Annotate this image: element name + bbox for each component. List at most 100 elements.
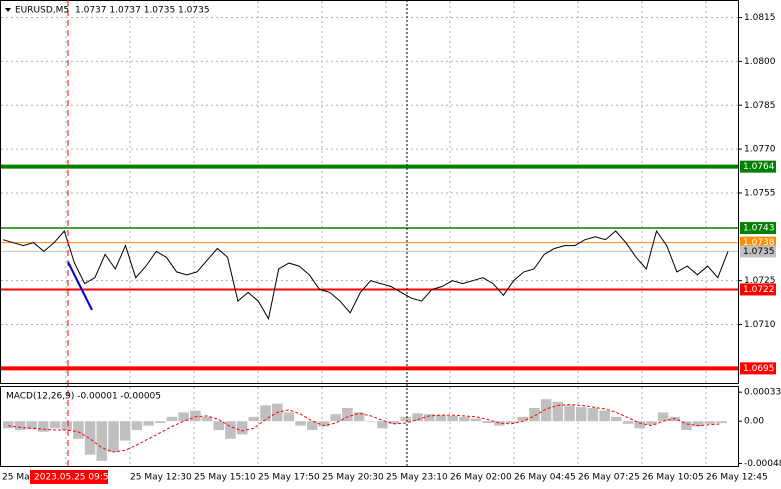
macd-bar (388, 421, 400, 424)
macd-bar (49, 421, 61, 429)
level-label-box (740, 283, 776, 296)
macd-bar (365, 421, 377, 422)
macd-bar (400, 416, 412, 422)
level-label-box (740, 160, 776, 173)
macd-bar (447, 415, 458, 422)
macd-signal (8, 403, 722, 453)
macd-bar (307, 421, 318, 431)
x-tick-label: 26 May 07:25 (578, 473, 640, 483)
macd-bar (646, 421, 657, 425)
macd-bar (435, 415, 447, 422)
macd-bar (225, 421, 236, 439)
trend-line (67, 261, 93, 311)
level-label: 1.0735 (743, 247, 775, 257)
y-tick-label: 1.0815 (744, 13, 776, 23)
macd-bar (681, 421, 692, 431)
macd-bar (611, 416, 622, 422)
macd-bar (517, 416, 529, 422)
macd-y-tick-label: 0.00 (744, 417, 764, 427)
macd-bar (143, 421, 154, 426)
level-label-box (740, 222, 776, 235)
x-tick-label: 25 May 23:10 (386, 473, 448, 483)
macd-bar (459, 416, 470, 422)
x-tick-label: 25 Ma (2, 473, 30, 483)
macd-bar (494, 421, 505, 426)
macd-y-tick-label: 0.00033 (744, 388, 781, 398)
macd-bar (155, 421, 166, 423)
x-highlight-label: 2023.05.25 09:55 (34, 473, 114, 483)
x-tick-label: 25 May 17:50 (258, 473, 320, 483)
level-label: 1.0764 (743, 162, 775, 172)
macd-bar (575, 407, 587, 422)
macd-bar (330, 414, 341, 422)
macd-bar (96, 421, 108, 461)
chart-subtitle: 1.0737 1.0737 1.0735 1.0735 (75, 6, 210, 16)
x-tick-label: 26 May 12:45 (706, 473, 768, 483)
macd-bar (213, 421, 225, 431)
x-tick-label: 25 May 20:30 (322, 473, 384, 483)
macd-bar (73, 421, 84, 439)
macd-bar (318, 421, 330, 427)
macd-bar (236, 421, 248, 435)
macd-bar (131, 421, 143, 431)
macd-bar (587, 408, 599, 422)
level-label: 1.0695 (743, 364, 775, 374)
macd-bar (26, 421, 37, 430)
macd-bar (3, 421, 14, 429)
macd-bar (61, 421, 72, 431)
level-label: 1.0722 (743, 285, 775, 295)
macd-bar (657, 412, 669, 422)
macd-bar (260, 405, 271, 422)
macd-bar (84, 421, 96, 455)
macd-title: MACD(12,26,9) -0.00001 -0.00005 (6, 392, 161, 402)
macd-y-tick-label: -0.00048 (744, 459, 781, 469)
labels: 25 Ma 25 May 12:30 25 May 15:10 25 May 17:5… (2, 13, 781, 484)
macd-bar (119, 421, 131, 441)
level-label: 1.0738 (743, 238, 775, 248)
macd-bar (505, 421, 517, 423)
y-tick-label: 1.0725 (744, 276, 776, 286)
macd-bar (166, 416, 178, 422)
x-tick-label: 26 May 02:00 (450, 473, 512, 483)
macd-bar (377, 421, 388, 429)
x-highlight-box (30, 470, 108, 484)
macd-bar (622, 421, 634, 424)
x-tick-label: 25 May 15:10 (194, 473, 256, 483)
macd-bar (178, 412, 189, 422)
macd-bar (412, 413, 423, 422)
price-panel (0, 0, 739, 384)
macd-bar (564, 405, 575, 422)
macd-bar (540, 399, 552, 422)
y-tick-label: 1.0755 (744, 188, 776, 198)
macd-bar (38, 421, 49, 432)
macd-bar (423, 414, 435, 422)
macd-bar (190, 410, 201, 422)
level-label: 1.0743 (743, 224, 775, 234)
x-tick-label: 25 May 12:30 (130, 473, 192, 483)
y-tick-label: 1.0785 (744, 101, 776, 111)
x-tick-label: 26 May 04:45 (514, 473, 576, 483)
y-tick-label: 1.0770 (744, 145, 776, 155)
level-label-box (740, 245, 776, 258)
chart-title: EURUSD,M5 (15, 6, 69, 16)
macd-bar (552, 401, 564, 422)
y-tick-label: 1.0710 (744, 320, 776, 330)
x-tick-label: 26 May 10:05 (642, 473, 704, 483)
macd-bar (634, 421, 645, 429)
macd-bar (599, 410, 610, 422)
macd-bar (716, 421, 727, 423)
macd-bar (529, 408, 540, 422)
macd-bar (248, 416, 260, 422)
macd-bar (704, 421, 716, 424)
macd-bar (692, 421, 704, 427)
macd-bar (283, 412, 295, 422)
macd-bar (342, 408, 353, 422)
macd-bar (482, 421, 493, 423)
marks (1, 164, 738, 461)
macd-bar (353, 412, 365, 422)
y-tick-label: 1.0800 (744, 57, 776, 67)
macd-bar (470, 418, 482, 422)
level-label-box (740, 362, 776, 375)
macd-bar (295, 421, 306, 426)
macd-bar (14, 421, 26, 431)
